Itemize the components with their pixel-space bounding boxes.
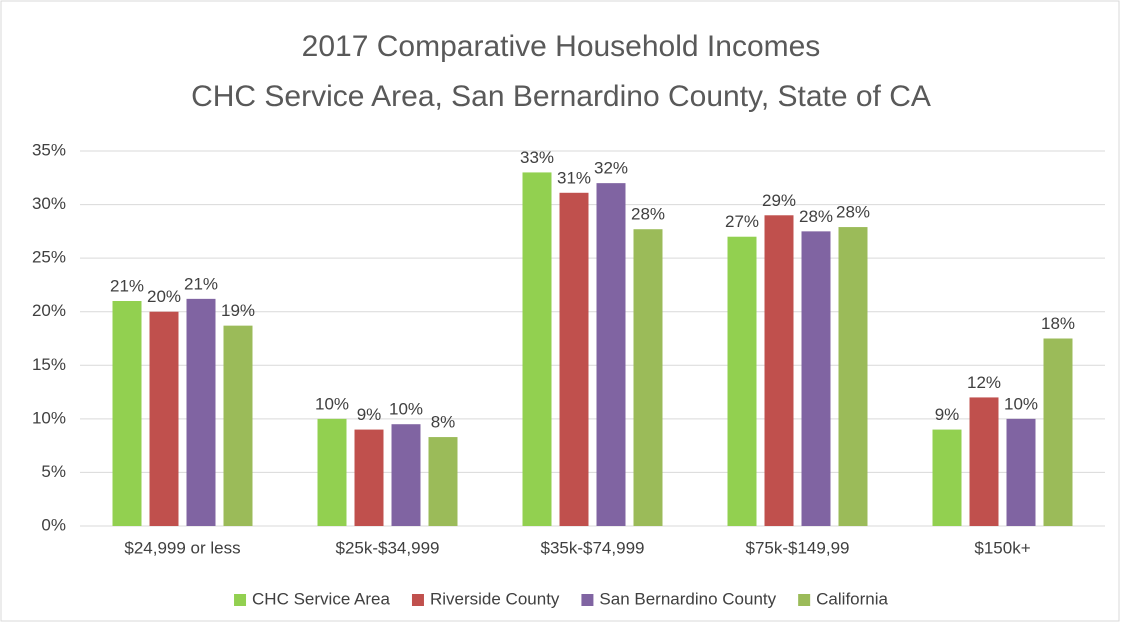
x-tick-label: $150k+ (974, 538, 1030, 557)
bar (522, 172, 552, 526)
legend-label: California (816, 589, 888, 608)
data-label: 8% (431, 413, 456, 432)
y-tick-label: 35% (32, 140, 66, 159)
bar (838, 227, 868, 527)
legend-swatch (798, 594, 811, 606)
data-label: 21% (110, 276, 144, 295)
bar (764, 215, 794, 527)
bar (186, 298, 216, 526)
legend-label: Riverside County (430, 589, 560, 608)
bar (596, 183, 626, 526)
bar (1043, 338, 1073, 526)
bar (932, 429, 962, 526)
y-tick-label: 20% (32, 301, 66, 320)
data-label: 27% (725, 212, 759, 231)
bar (801, 231, 831, 526)
data-label: 28% (836, 203, 870, 222)
y-tick-label: 15% (32, 355, 66, 374)
data-label: 21% (184, 274, 218, 293)
data-label: 10% (389, 400, 423, 419)
bar (727, 236, 757, 526)
legend-swatch (581, 594, 594, 606)
bar (223, 325, 253, 526)
bar (633, 229, 663, 526)
data-label: 12% (967, 373, 1001, 392)
legend-label: San Bernardino County (599, 589, 776, 608)
chart-title: 2017 Comparative Household Incomes (302, 30, 821, 63)
bar (149, 311, 179, 526)
bar (969, 397, 999, 526)
data-label: 10% (1004, 394, 1038, 413)
x-tick-label: $75k-$149,99 (746, 538, 850, 557)
legend-label: CHC Service Area (252, 589, 390, 608)
bar (354, 429, 384, 526)
y-tick-label: 5% (41, 462, 66, 481)
y-tick-label: 25% (32, 248, 66, 267)
data-label: 29% (762, 191, 796, 210)
bar (112, 301, 142, 526)
y-tick-label: 30% (32, 194, 66, 213)
bar (317, 418, 347, 526)
data-label: 10% (315, 394, 349, 413)
y-tick-label: 0% (41, 515, 66, 534)
data-label: 20% (147, 287, 181, 306)
legend-swatch (234, 594, 247, 606)
bar (559, 192, 589, 527)
data-label: 33% (520, 148, 554, 167)
data-label: 19% (221, 301, 255, 320)
data-label: 9% (357, 405, 382, 424)
legend-swatch (411, 594, 424, 606)
x-tick-label: $24,999 or less (124, 538, 240, 557)
bar (1006, 418, 1036, 526)
x-tick-label: $25k-$34,999 (336, 538, 440, 557)
data-label: 18% (1041, 314, 1075, 333)
bar (428, 437, 458, 526)
data-label: 28% (631, 205, 665, 224)
chart-subtitle: CHC Service Area, San Bernardino County,… (191, 80, 931, 113)
data-label: 9% (935, 405, 960, 424)
bar (391, 424, 421, 526)
y-tick-label: 10% (32, 408, 66, 427)
x-tick-label: $35k-$74,999 (541, 538, 645, 557)
data-label: 32% (594, 159, 628, 178)
data-label: 31% (557, 168, 591, 187)
data-label: 28% (799, 207, 833, 226)
